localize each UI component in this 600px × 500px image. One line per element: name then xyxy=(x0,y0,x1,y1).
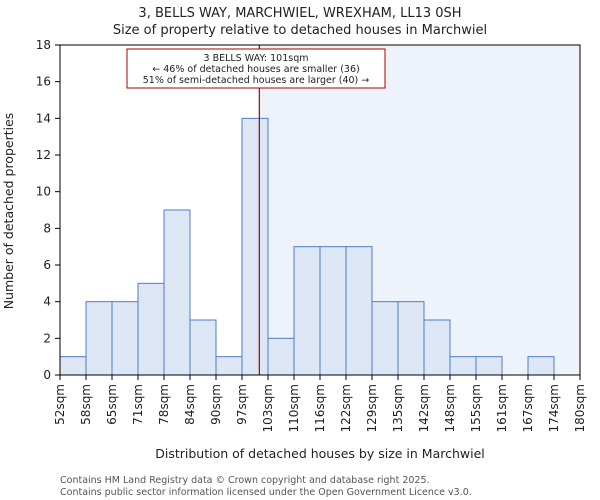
bar-58sqm xyxy=(85,301,113,376)
bar-65sqm xyxy=(111,301,139,376)
x-tick-label-135sqm: 135sqm xyxy=(391,384,405,432)
x-tick-label-110sqm: 110sqm xyxy=(287,384,301,432)
x-tick-label-58sqm: 58sqm xyxy=(79,384,93,425)
bar-142sqm xyxy=(423,319,451,376)
bar-116sqm xyxy=(319,246,347,376)
annotation-line3: 51% of semi-detached houses are larger (… xyxy=(143,75,370,86)
y-tick-label: 4 xyxy=(43,295,51,309)
bar-103sqm xyxy=(267,337,295,376)
bar-155sqm xyxy=(475,356,503,376)
y-axis-label: Number of detached properties xyxy=(1,113,16,310)
bar-97sqm xyxy=(241,117,269,376)
x-tick-label-167sqm: 167sqm xyxy=(521,384,535,432)
x-tick-label-65sqm: 65sqm xyxy=(105,384,119,425)
y-tick-label: 2 xyxy=(43,331,51,345)
y-tick-label: 14 xyxy=(36,111,51,125)
bar-122sqm xyxy=(345,246,373,376)
x-tick-label-84sqm: 84sqm xyxy=(183,384,197,425)
y-axis-ticks: 0 2 4 6 8 10 12 14 16 18 xyxy=(36,38,60,382)
x-tick-label-174sqm: 174sqm xyxy=(547,384,561,432)
x-tick-label-71sqm: 71sqm xyxy=(131,384,145,425)
y-tick-label: 6 xyxy=(43,258,51,272)
y-tick-label: 8 xyxy=(43,221,51,235)
annotation-border xyxy=(126,48,386,89)
x-tick-label-103sqm: 103sqm xyxy=(261,384,275,432)
bar-90sqm xyxy=(215,356,243,376)
bar-71sqm xyxy=(137,282,165,376)
bar-84sqm xyxy=(189,319,217,376)
bar-110sqm xyxy=(293,246,321,376)
annotation-line1: 3 BELLS WAY: 101sqm xyxy=(204,53,309,64)
bar-148sqm xyxy=(449,356,477,376)
x-axis-ticks: 52sqm 58sqm 65sqm 71sqm 78sqm 84sqm 90sqm 97sqm… xyxy=(53,375,587,432)
bar-52sqm xyxy=(59,356,87,376)
x-tick-label-155sqm: 155sqm xyxy=(469,384,483,432)
x-tick-label-148sqm: 148sqm xyxy=(443,384,457,432)
footer-line2: Contains public sector information licen… xyxy=(60,487,472,498)
y-tick-label: 16 xyxy=(36,75,51,89)
x-tick-label-52sqm: 52sqm xyxy=(53,384,67,425)
x-tick-label-116sqm: 116sqm xyxy=(313,384,327,432)
x-tick-label-122sqm: 122sqm xyxy=(339,384,353,432)
chart-title-line1: 3, BELLS WAY, MARCHWIEL, WREXHAM, LL13 0… xyxy=(138,6,461,21)
x-tick-label-90sqm: 90sqm xyxy=(209,384,223,425)
annotation-box: 3 BELLS WAY: 101sqm ← 46% of detached ho… xyxy=(126,48,386,89)
chart-title-line2: Size of property relative to detached ho… xyxy=(113,23,487,38)
bar-167sqm xyxy=(527,356,555,376)
y-tick-label: 18 xyxy=(36,38,51,52)
x-tick-label-97sqm: 97sqm xyxy=(235,384,249,425)
footer-line1: Contains HM Land Registry data © Crown c… xyxy=(60,475,430,486)
bar-135sqm xyxy=(397,301,425,376)
x-tick-label-161sqm: 161sqm xyxy=(495,384,509,432)
x-tick-label-180sqm: 180sqm xyxy=(573,384,587,432)
bar-78sqm xyxy=(163,209,191,376)
y-tick-label: 10 xyxy=(36,185,51,199)
bar-129sqm xyxy=(371,301,399,376)
x-tick-label-78sqm: 78sqm xyxy=(157,384,171,425)
x-tick-label-142sqm: 142sqm xyxy=(417,384,431,432)
annotation-line2: ← 46% of detached houses are smaller (36… xyxy=(152,64,359,75)
x-tick-label-129sqm: 129sqm xyxy=(365,384,379,432)
y-tick-label: 0 xyxy=(43,368,51,382)
bars-group xyxy=(59,117,555,376)
x-axis-label: Distribution of detached houses by size … xyxy=(155,446,485,461)
y-tick-label: 12 xyxy=(36,148,51,162)
